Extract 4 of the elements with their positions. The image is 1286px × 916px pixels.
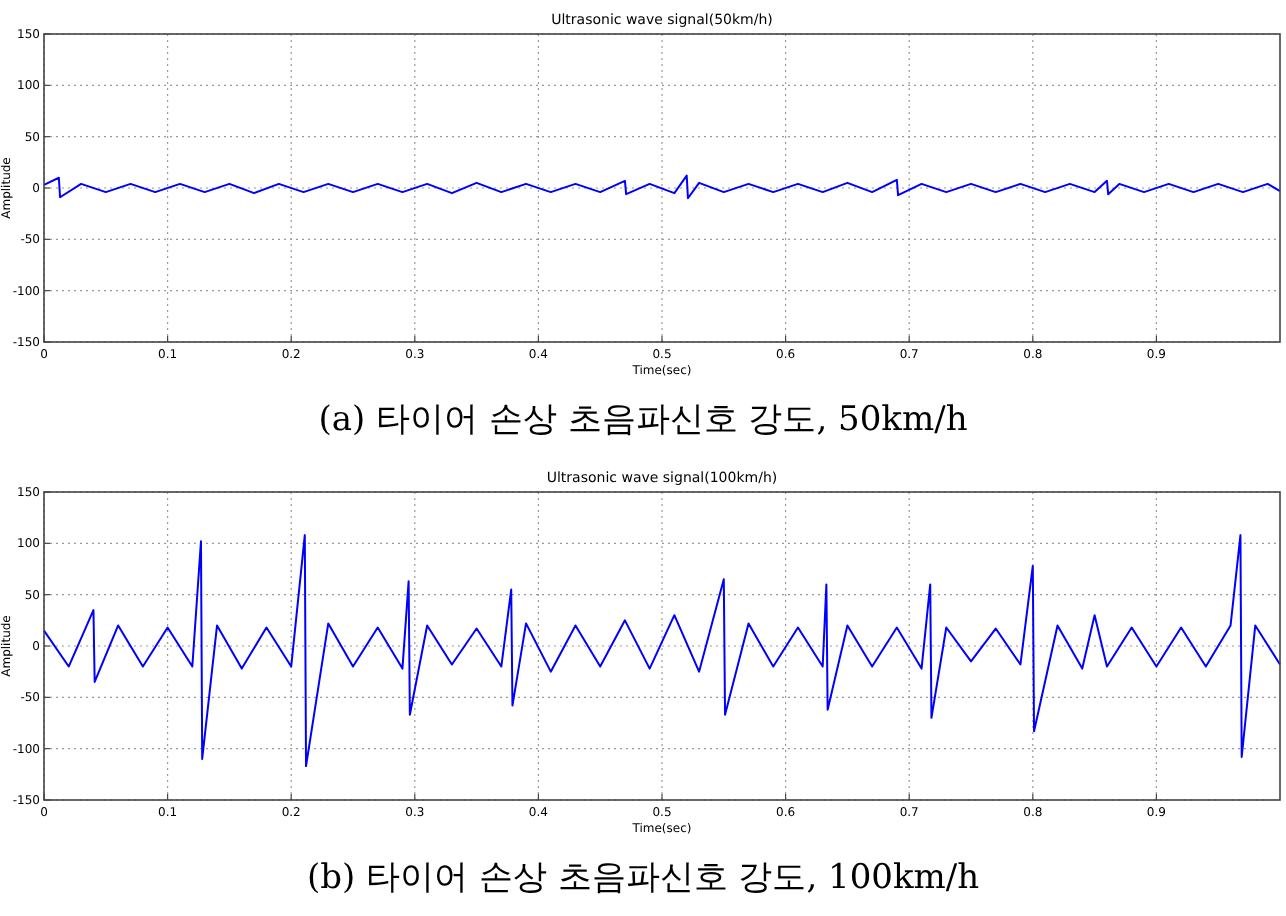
line-series	[43, 534, 1281, 768]
line-series	[43, 174, 1281, 200]
text: (b) 타이어 손상 초음파신호 강도, 100km/h	[306, 858, 980, 898]
text: (a) 타이어 손상 초음파신호 강도, 50km/h	[318, 400, 968, 440]
